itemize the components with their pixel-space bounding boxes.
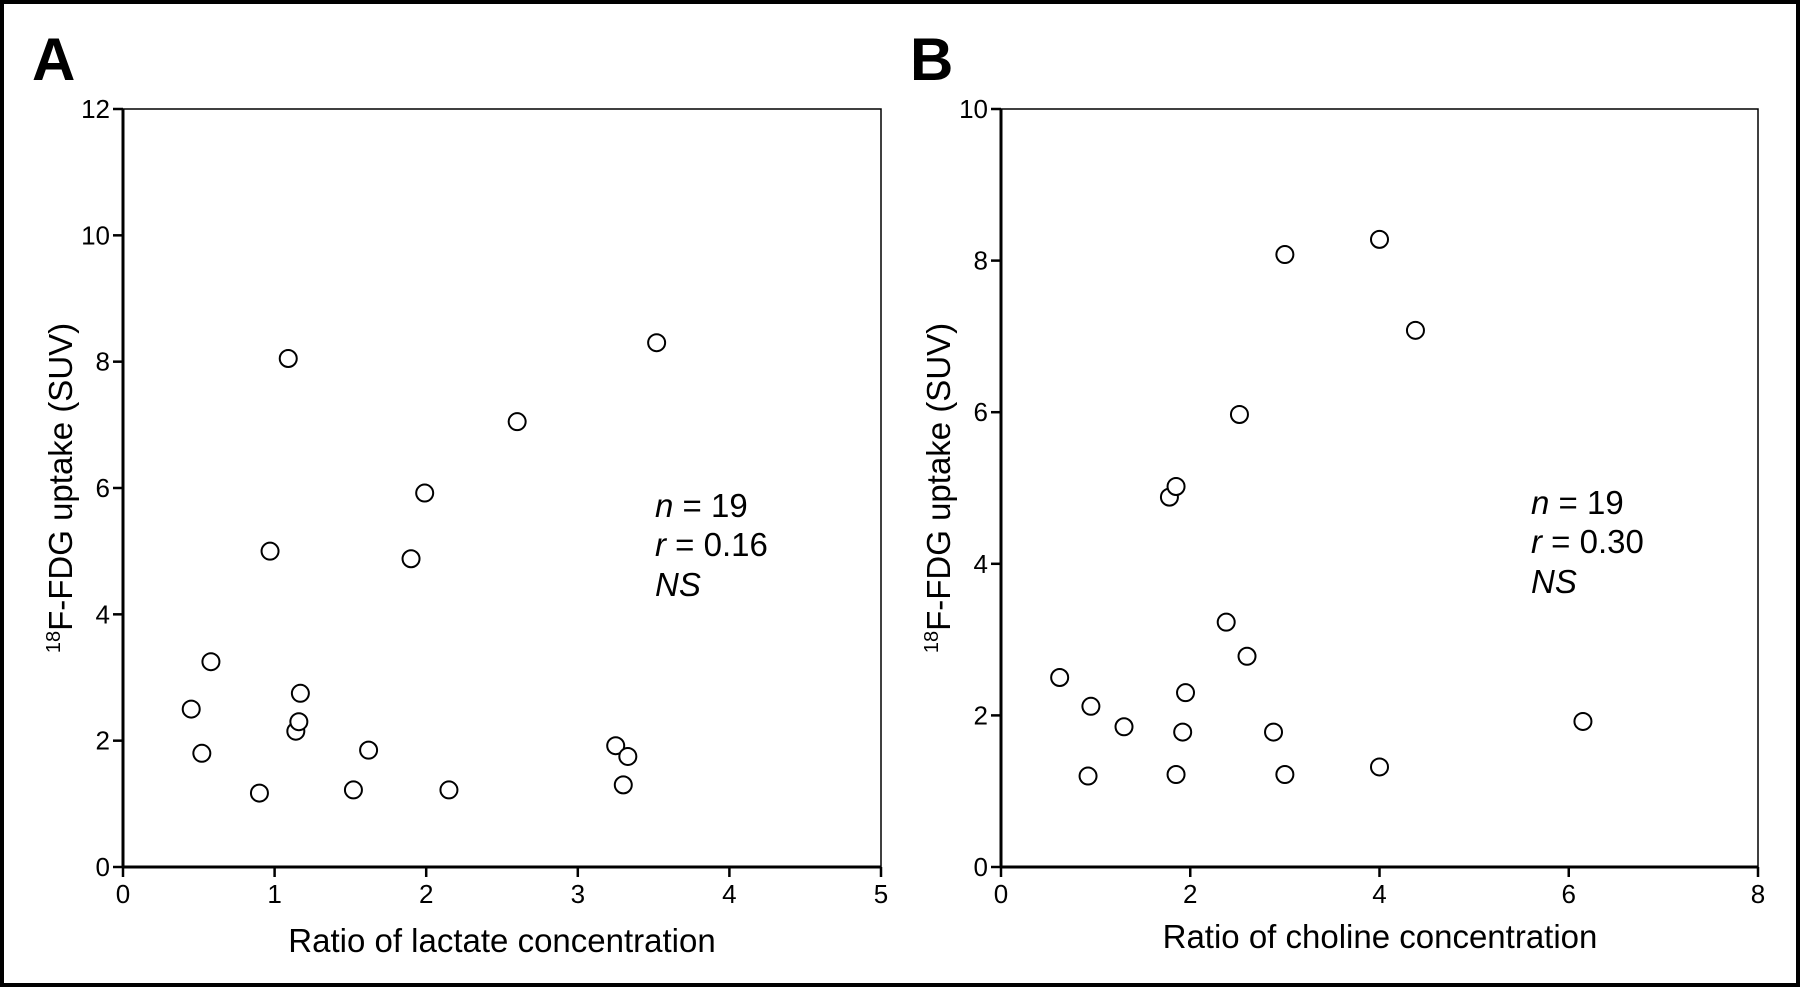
annotation-r-value: = 0.16	[666, 526, 768, 563]
data-point	[647, 333, 667, 353]
annotation-n-symbol: n	[655, 487, 673, 524]
y-axis-label: 18F-FDG uptake (SUV)	[42, 323, 79, 653]
annotation-n: n = 19	[1531, 484, 1624, 521]
x-tick-label: 2	[419, 879, 433, 909]
data-point	[343, 780, 363, 800]
y-tick-label: 0	[974, 852, 988, 882]
annotation-r-symbol: r	[655, 526, 668, 563]
data-point	[278, 349, 298, 369]
y-tick-label: 4	[96, 599, 110, 629]
annotation-r: r = 0.16	[655, 526, 768, 563]
y-tick-label: 2	[96, 726, 110, 756]
x-tick-label: 2	[1183, 879, 1197, 909]
y-tick-label: 8	[96, 347, 110, 377]
data-point	[1405, 320, 1425, 340]
data-point	[289, 712, 309, 732]
y-tick-label: 12	[81, 94, 110, 124]
data-point	[1573, 711, 1593, 731]
data-point	[1078, 766, 1098, 786]
data-point	[618, 746, 638, 766]
data-point	[1081, 696, 1101, 716]
panel-label: A	[32, 26, 75, 93]
data-point	[1050, 668, 1070, 687]
data-point	[415, 483, 435, 503]
y-axis-label-superscript: 18	[43, 631, 65, 653]
data-point	[1176, 683, 1196, 703]
data-point	[249, 783, 269, 803]
data-point	[613, 775, 633, 795]
x-tick-label: 4	[1372, 879, 1386, 909]
annotation-significance: NS	[1531, 563, 1577, 600]
data-point	[1275, 245, 1295, 265]
data-point	[439, 780, 459, 800]
plot-area	[1000, 108, 1759, 868]
x-tick-label: 3	[571, 879, 585, 909]
data-point	[192, 743, 212, 763]
panel-label: B	[910, 26, 953, 93]
data-point	[1229, 404, 1249, 424]
y-tick-label: 10	[959, 94, 988, 124]
x-tick-label: 5	[874, 879, 888, 909]
x-tick-label: 1	[267, 879, 281, 909]
data-points	[181, 333, 667, 803]
panel-b: B 0 2 4 6 8 0 2 4 6 8 10 Ratio of choline concentr…	[910, 26, 1765, 955]
y-axis-label-text: F-FDG uptake (SUV)	[42, 323, 79, 631]
x-axis-label: Ratio of lactate concentration	[288, 922, 715, 959]
y-tick-label: 2	[974, 700, 988, 730]
x-tick-label: 8	[1751, 879, 1765, 909]
data-point	[1275, 765, 1295, 785]
data-point	[201, 652, 221, 672]
x-tick-label: 6	[1562, 879, 1576, 909]
data-points	[1050, 229, 1593, 786]
annotation-n-value: = 19	[673, 487, 747, 524]
data-point	[401, 549, 421, 569]
y-tick-label: 4	[974, 549, 988, 579]
data-point	[1370, 757, 1389, 777]
data-point	[1216, 612, 1236, 632]
annotation-n: n = 19	[655, 487, 748, 524]
data-point	[290, 683, 310, 703]
data-point	[181, 699, 201, 719]
data-point	[507, 412, 527, 432]
y-tick-label: 0	[96, 852, 110, 882]
y-tick-label: 6	[96, 473, 110, 503]
data-point	[1166, 765, 1186, 785]
data-point	[1264, 722, 1284, 742]
annotation-r: r = 0.30	[1531, 523, 1644, 560]
plot-area	[122, 108, 882, 868]
data-point	[1173, 722, 1193, 742]
x-tick-label: 0	[116, 879, 130, 909]
x-axis-label: Ratio of choline concentration	[1163, 918, 1598, 955]
data-point	[260, 541, 280, 561]
data-point	[1237, 646, 1257, 666]
y-tick-label: 8	[974, 246, 988, 276]
x-tick-label: 4	[722, 879, 736, 909]
data-point	[359, 740, 379, 760]
axis-ticks: 0 2 4 6 8 0 2 4 6 8 10	[959, 94, 1765, 909]
y-axis-label-text: F-FDG uptake (SUV)	[920, 323, 957, 631]
y-axis-label: 18F-FDG uptake (SUV)	[920, 323, 957, 653]
annotation-significance: NS	[655, 566, 701, 603]
y-axis-label-superscript: 18	[921, 631, 943, 653]
x-tick-label: 0	[994, 879, 1008, 909]
y-tick-label: 10	[81, 220, 110, 250]
annotation-n-value: = 19	[1549, 484, 1623, 521]
annotation-r-value: = 0.30	[1542, 523, 1644, 560]
data-point	[606, 736, 626, 756]
annotation-n-symbol: n	[1531, 484, 1549, 521]
annotation-r-symbol: r	[1531, 523, 1544, 560]
data-point	[1114, 717, 1134, 737]
data-point	[1166, 476, 1186, 496]
y-tick-label: 6	[974, 397, 988, 427]
data-point	[1370, 229, 1389, 249]
